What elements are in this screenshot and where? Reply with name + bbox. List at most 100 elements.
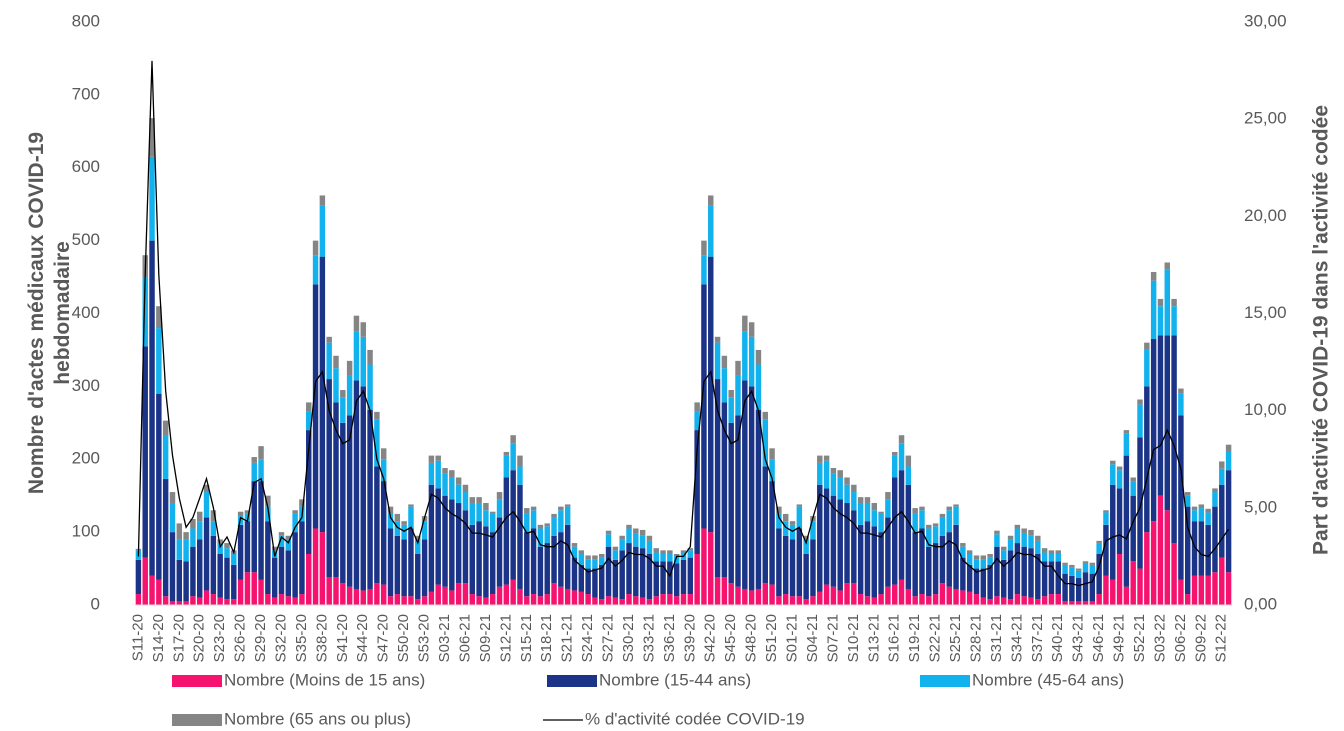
y-tick-label: 200	[72, 449, 100, 468]
bar-segment	[346, 586, 353, 605]
bar-segment	[1198, 521, 1205, 576]
x-tick-label: S28-21	[967, 614, 984, 662]
bar-segment	[162, 435, 169, 479]
bar-segment	[728, 422, 734, 584]
bar-segment	[626, 594, 632, 605]
bar-segment	[776, 506, 782, 514]
bar-segment	[585, 568, 591, 595]
bar-segment	[135, 559, 142, 595]
y2-tick-label: 25,00	[1244, 109, 1287, 128]
bar-segment	[285, 596, 292, 605]
bar-segment	[1212, 506, 1218, 573]
bar-segment	[721, 577, 728, 605]
bar-segment	[551, 517, 557, 536]
bar-segment	[237, 524, 244, 580]
bar-segment	[564, 504, 571, 507]
bar-segment	[278, 546, 285, 595]
bar-segment	[708, 256, 714, 533]
bar-segment	[578, 553, 585, 565]
bar-segment	[578, 564, 585, 592]
bar-segment	[932, 523, 939, 527]
bar-segment	[374, 583, 380, 605]
bar-segment	[1069, 564, 1075, 568]
bar-segment	[1144, 349, 1150, 387]
x-tick-label: S22-21	[927, 614, 944, 662]
bar-segment	[135, 594, 142, 605]
x-tick-label: S35-20	[293, 614, 310, 662]
y2-tick-label: 0,00	[1244, 594, 1277, 613]
x-tick-label: S41-20	[334, 614, 351, 662]
bar-segment	[156, 328, 162, 394]
bar-segment	[844, 583, 850, 605]
bar-segment	[1082, 561, 1089, 564]
bar-segment	[762, 466, 768, 584]
x-tick-label: S12-22	[1213, 614, 1230, 662]
bar-segment	[891, 584, 898, 605]
bar-segment	[558, 506, 564, 511]
x-tick-label: S42-20	[702, 614, 719, 662]
bar-segment	[660, 561, 666, 595]
bar-segment	[333, 355, 339, 369]
x-tick-label: S38-20	[313, 614, 330, 662]
bar-segment	[782, 513, 789, 522]
bar-segment	[857, 594, 864, 605]
bar-segment	[905, 484, 912, 589]
bar-segment	[1035, 535, 1041, 541]
bar-segment	[646, 535, 653, 541]
bar-segment	[319, 532, 326, 605]
bar-segment	[435, 460, 441, 489]
bar-segment	[551, 513, 557, 518]
bar-segment	[415, 535, 421, 540]
bar-segment	[544, 594, 550, 605]
y2-axis-title: Part d'activité COVID-19 dans l'activité…	[1310, 105, 1333, 555]
x-tick-label: S40-21	[1049, 614, 1066, 662]
bar-segment	[1171, 335, 1177, 544]
bar-segment	[830, 467, 837, 474]
bar-segment	[857, 524, 864, 595]
bar-segment	[169, 601, 176, 605]
bar-segment	[1041, 596, 1048, 605]
bar-segment	[1150, 521, 1157, 605]
bar-segment	[1028, 548, 1034, 598]
bar-segment	[980, 568, 987, 598]
bar-segment	[599, 599, 605, 605]
bar-segment	[789, 539, 796, 597]
bar-segment	[585, 559, 591, 569]
bar-segment	[680, 594, 687, 605]
bar-segment	[864, 502, 871, 522]
bar-segment	[169, 532, 176, 602]
bar-segment	[605, 546, 612, 597]
bar-segment	[197, 511, 203, 522]
bar-segment	[367, 349, 373, 365]
bar-segment	[1096, 540, 1102, 544]
bar-segment	[278, 535, 285, 547]
bar-segment	[973, 559, 980, 569]
bar-segment	[367, 364, 373, 410]
bar-segment	[306, 411, 312, 431]
bar-segment	[1089, 562, 1096, 565]
bar-segment	[415, 553, 421, 600]
bar-segment	[694, 402, 700, 412]
bar-segment	[1144, 532, 1150, 605]
bar-segment	[633, 528, 639, 534]
bar-segment	[483, 502, 489, 511]
bar-segment	[1225, 572, 1232, 605]
bar-segment	[1001, 546, 1007, 551]
bar-segment	[1048, 561, 1055, 595]
bar-segment	[817, 455, 823, 463]
bar-segment	[340, 390, 346, 398]
bar-segment	[476, 521, 482, 597]
bar-segment	[1014, 528, 1021, 544]
bar-segment	[360, 336, 366, 387]
bar-segment	[1014, 524, 1021, 529]
bar-segment	[462, 484, 469, 493]
x-tick-label: S48-20	[743, 614, 760, 662]
bar-segment	[633, 533, 639, 547]
bar-segment	[455, 502, 462, 584]
bar-segment	[673, 553, 680, 557]
bar-segment	[1123, 430, 1130, 434]
y-tick-label: 300	[72, 376, 100, 395]
bar-segment	[680, 559, 687, 595]
bar-segment	[401, 524, 407, 540]
bar-segment	[564, 506, 571, 525]
